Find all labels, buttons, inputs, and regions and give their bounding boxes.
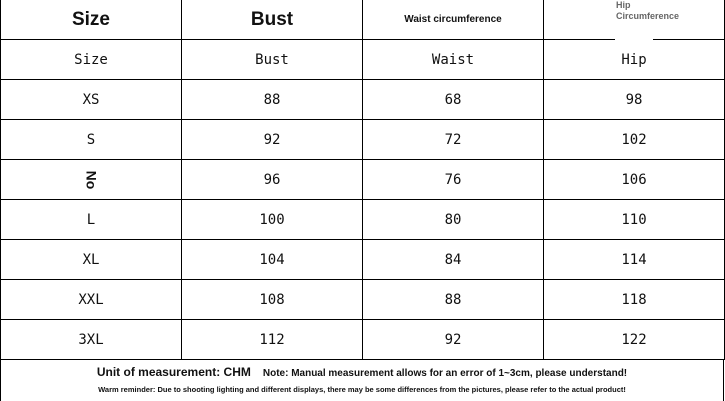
cell-hip: 110 [544,200,725,239]
reminder-text: Warm reminder: Due to shooting lighting … [98,385,626,394]
cell-waist: 76 [363,160,544,199]
size-chart-table: Size Bust Waist circumference Hip Circum… [0,0,725,360]
subheader-bust: Bust [182,40,363,79]
cell-size: 3XL [1,320,182,359]
cell-waist: 84 [363,240,544,279]
cell-size: XS [1,80,182,119]
cell-hip: 118 [544,280,725,319]
note-text: Note: Manual measurement allows for an e… [262,368,628,379]
line-gap [615,38,653,40]
table-row: 3XL 112 92 122 [1,320,725,360]
header-hip-line2: Circumference [616,11,680,21]
cell-size: XL [1,240,182,279]
cell-bust: 108 [182,280,363,319]
cell-size: No [1,160,182,199]
cell-size: L [1,200,182,239]
rotated-size-label: No [82,170,99,189]
header-hip: Hip Circumference [544,0,725,40]
table-row: S 92 72 102 [1,120,725,160]
footer-notes: Unit of measurement: CHM Note: Manual mea… [0,360,724,401]
subheader-hip: Hip [544,40,725,79]
cell-hip: 106 [544,160,725,199]
table-row: No 96 76 106 [1,160,725,200]
cell-hip: 122 [544,320,725,359]
subheader-size: Size [1,40,182,79]
subheader-waist: Waist [363,40,544,79]
table-row: L 100 80 110 [1,200,725,240]
cell-bust: 100 [182,200,363,239]
cell-waist: 72 [363,120,544,159]
cell-bust: 104 [182,240,363,279]
table-row: XXL 108 88 118 [1,280,725,320]
cell-waist: 80 [363,200,544,239]
unit-text: Unit of measurement: CHM [96,365,251,379]
cell-waist: 92 [363,320,544,359]
header-bust: Bust [182,0,363,39]
cell-waist: 68 [363,80,544,119]
table-row: XS 88 68 98 [1,80,725,120]
cell-hip: 102 [544,120,725,159]
header-hip-line1: Hip [616,0,631,10]
cell-waist: 88 [363,280,544,319]
cell-hip: 114 [544,240,725,279]
subheader-row: Size Bust Waist Hip [1,40,725,80]
header-size: Size [1,0,182,39]
cell-size: XXL [1,280,182,319]
header-waist: Waist circumference [363,0,544,39]
table-row: XL 104 84 114 [1,240,725,280]
cell-bust: 112 [182,320,363,359]
header-row: Size Bust Waist circumference Hip Circum… [1,0,725,40]
cell-bust: 92 [182,120,363,159]
cell-size: S [1,120,182,159]
cell-bust: 96 [182,160,363,199]
cell-hip: 98 [544,80,725,119]
cell-bust: 88 [182,80,363,119]
